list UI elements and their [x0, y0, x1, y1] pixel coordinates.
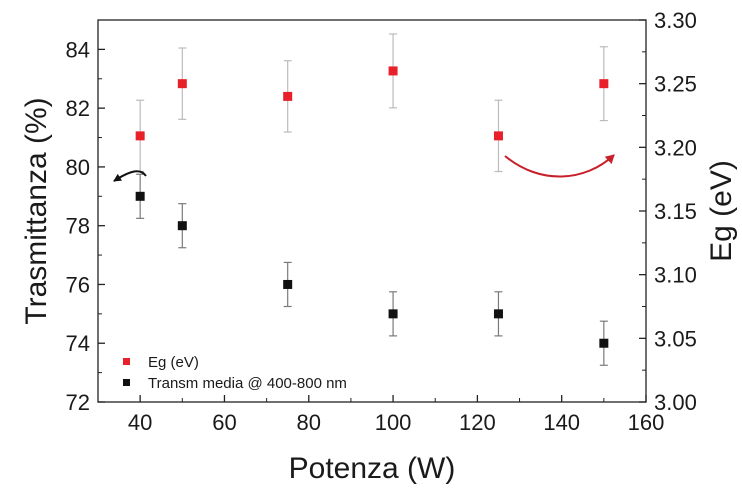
- x-axis-title: Potenza (W): [289, 452, 456, 485]
- series-1: [135, 173, 609, 366]
- y-right-axis-title: Eg (eV): [705, 160, 738, 262]
- legend-label-transm: Transm media @ 400-800 nm: [148, 375, 347, 392]
- legend-marker-eg: [123, 358, 130, 365]
- left-axis-arrow: [113, 170, 147, 182]
- y-left-tick-label: 82: [66, 96, 90, 121]
- data-point: [599, 338, 609, 348]
- right-axis-arrow: [504, 154, 615, 178]
- y-left-axis-ticks: 72 74 76 78 80 82 84: [66, 19, 105, 415]
- data-point: [135, 131, 145, 141]
- y-left-tick-label: 78: [66, 214, 90, 239]
- x-tick-label: 100: [375, 410, 412, 435]
- x-tick-label: 160: [628, 410, 665, 435]
- legend: Eg (eV) Transm media @ 400-800 nm: [123, 354, 347, 392]
- y-right-tick-label: 3.30: [654, 8, 697, 33]
- x-tick-label: 60: [212, 410, 236, 435]
- x-axis-ticks: 40 60 80 100 120 140 160: [128, 395, 664, 435]
- y-left-tick-label: 76: [66, 272, 90, 297]
- y-right-tick-label: 3.15: [654, 199, 697, 224]
- legend-marker-transm: [123, 379, 130, 386]
- y-right-tick-label: 3.00: [654, 390, 697, 415]
- y-right-tick-label: 3.20: [654, 135, 697, 160]
- y-left-tick-label: 80: [66, 155, 90, 180]
- y-right-tick-label: 3.10: [654, 263, 697, 288]
- y-left-tick-label: 72: [66, 390, 90, 415]
- data-point: [177, 221, 187, 231]
- data-point: [599, 79, 609, 89]
- x-tick-label: 40: [128, 410, 152, 435]
- series-0: [135, 33, 609, 173]
- x-tick-label: 80: [297, 410, 321, 435]
- data-point: [135, 191, 145, 201]
- data-point: [493, 131, 503, 141]
- data-point: [177, 79, 187, 89]
- data-point: [283, 91, 293, 101]
- data-point: [388, 309, 398, 319]
- data-point: [283, 279, 293, 289]
- series-layer: [135, 33, 609, 366]
- y-left-tick-label: 84: [66, 37, 90, 62]
- x-tick-label: 120: [459, 410, 496, 435]
- x-tick-label: 140: [543, 410, 580, 435]
- legend-label-eg: Eg (eV): [148, 354, 199, 371]
- y-left-axis-title: Trasmittanza (%): [20, 97, 53, 324]
- y-right-tick-label: 3.05: [654, 326, 697, 351]
- y-right-axis-ticks: 3.00 3.05 3.10 3.15 3.20 3.25 3.30: [639, 8, 697, 415]
- data-point: [493, 309, 503, 319]
- y-right-tick-label: 3.25: [654, 72, 697, 97]
- y-left-tick-label: 74: [66, 331, 90, 356]
- plot-frame: [97, 19, 647, 403]
- data-point: [388, 66, 398, 76]
